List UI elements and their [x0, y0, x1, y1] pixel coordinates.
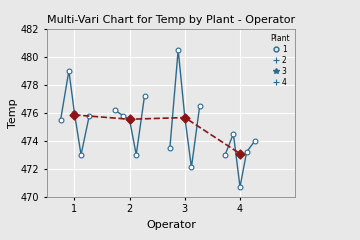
Point [120, 114, 126, 118]
Point [58, 118, 63, 122]
Point [127, 117, 132, 121]
Point [141, 94, 147, 98]
Point [66, 69, 72, 73]
Point [230, 132, 236, 136]
Point [189, 165, 194, 169]
Point [127, 118, 132, 122]
Title: Multi-Vari Chart for Temp by Plant - Operator: Multi-Vari Chart for Temp by Plant - Ope… [47, 15, 295, 25]
Point [244, 150, 249, 154]
Point [182, 115, 188, 119]
Point [112, 108, 118, 112]
Point [133, 153, 139, 157]
Point [72, 113, 77, 117]
Point [175, 48, 181, 52]
Point [252, 139, 258, 143]
Point [72, 111, 77, 115]
Point [237, 185, 243, 189]
Point [182, 116, 188, 120]
X-axis label: Operator: Operator [146, 220, 196, 230]
Point [86, 114, 92, 118]
Point [167, 146, 173, 150]
Point [197, 104, 203, 108]
Legend: 1, 2, 3, 4: 1, 2, 3, 4 [269, 33, 291, 88]
Point [78, 153, 84, 157]
Point [237, 152, 243, 156]
Y-axis label: Temp: Temp [8, 98, 18, 128]
Point [222, 153, 228, 157]
